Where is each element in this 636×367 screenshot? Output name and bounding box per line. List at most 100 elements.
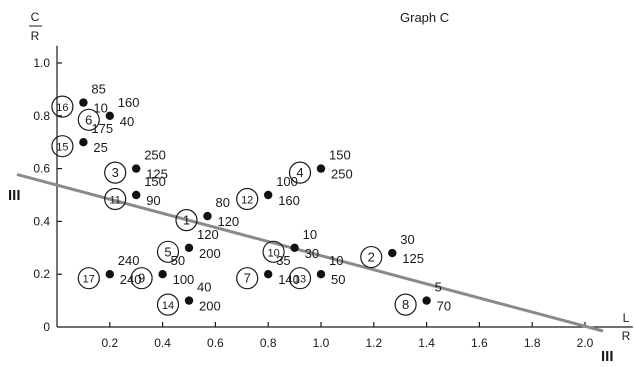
x-tick-label: 1.6 — [471, 336, 488, 350]
chart-title: Graph C — [400, 10, 449, 25]
data-point-14: 14 40 200 — [156, 280, 221, 316]
point-marker — [132, 164, 141, 173]
point-id-circle — [156, 293, 180, 316]
point-value-lower: 200 — [199, 246, 221, 261]
data-point-17: 17 240 240 — [77, 253, 142, 290]
point-value-lower: 30 — [305, 246, 319, 261]
point-id-circle — [236, 187, 259, 211]
point-value-lower: 120 — [217, 214, 239, 229]
point-id-label: 9 — [138, 271, 145, 286]
point-id-label: 2 — [368, 250, 375, 265]
point-value-lower: 90 — [146, 193, 160, 208]
data-point-5: 5 120 200 — [156, 227, 221, 263]
point-value-lower: 10 — [93, 101, 107, 116]
point-id-label: 13 — [294, 274, 306, 286]
point-marker — [264, 270, 273, 279]
point-id-circle — [156, 240, 180, 263]
point-marker — [316, 164, 326, 173]
point-value-upper: 175 — [91, 121, 113, 136]
point-value-upper: 160 — [118, 95, 140, 110]
point-id-label: 15 — [56, 142, 68, 154]
data-point-13: 13 10 50 — [288, 253, 345, 290]
point-marker — [184, 296, 194, 305]
point-value-lower: 160 — [278, 193, 300, 208]
point-id-circle — [262, 240, 285, 263]
point-value-upper: 35 — [276, 253, 290, 268]
point-marker — [290, 243, 299, 252]
data-point-8: 8 5 70 — [394, 280, 451, 316]
trend-line-label-left: III — [8, 187, 21, 204]
point-marker — [184, 243, 194, 252]
point-id-circle — [104, 187, 127, 211]
trend-line-group — [16, 172, 604, 333]
point-marker — [105, 111, 115, 121]
y-tick-label: 0.6 — [33, 162, 50, 176]
point-marker — [79, 98, 88, 107]
point-id-circle — [236, 267, 259, 290]
point-id-circle — [77, 108, 100, 131]
point-id-label: 14 — [162, 300, 174, 312]
point-id-circle — [51, 135, 74, 158]
point-id-label: 10 — [267, 247, 279, 259]
x-axis-label-denominator: R — [622, 329, 631, 343]
point-value-lower: 125 — [146, 167, 168, 182]
point-value-upper: 100 — [276, 174, 298, 189]
point-value-lower: 100 — [173, 272, 195, 287]
point-value-lower: 200 — [199, 299, 221, 314]
data-point-10: 10 10 30 — [262, 227, 319, 263]
point-value-upper: 40 — [197, 280, 211, 295]
trend-line-label-right: III — [601, 348, 614, 365]
point-id-circle — [175, 209, 198, 232]
x-axis-label-numerator: L — [623, 311, 630, 325]
point-id-circle — [288, 267, 312, 290]
x-tick-label: 0.6 — [207, 336, 224, 350]
point-value-upper: 5 — [435, 280, 442, 295]
point-value-upper: 150 — [329, 148, 351, 163]
point-value-lower: 125 — [402, 251, 424, 266]
point-marker — [316, 270, 326, 279]
x-tick-label: 1.8 — [524, 336, 541, 350]
point-value-upper: 80 — [215, 195, 229, 210]
point-id-circle — [130, 267, 153, 290]
point-id-circle — [104, 161, 127, 184]
x-tick-label: 2.0 — [577, 336, 594, 350]
x-tick-label: 1.4 — [418, 336, 435, 350]
data-point-16: 16 85 10 — [51, 82, 108, 118]
data-point-15: 15 175 25 — [51, 121, 113, 158]
point-value-upper: 30 — [400, 232, 414, 247]
trend-line — [16, 172, 604, 333]
point-marker — [105, 270, 115, 279]
x-tick-label: 1.2 — [365, 336, 382, 350]
point-value-upper: 85 — [91, 82, 105, 97]
x-tick-label: 1.0 — [313, 336, 330, 350]
point-value-upper: 240 — [118, 253, 140, 268]
point-value-upper: 10 — [329, 253, 343, 268]
point-value-upper: 250 — [144, 148, 166, 163]
point-id-label: 6 — [85, 112, 92, 127]
point-id-label: 16 — [56, 102, 68, 114]
y-tick-label: 0 — [43, 320, 50, 334]
data-point-11: 11 150 90 — [104, 174, 166, 211]
point-value-lower: 70 — [437, 299, 451, 314]
point-value-lower: 40 — [120, 114, 134, 129]
point-id-circle — [51, 95, 74, 118]
point-value-upper: 10 — [303, 227, 317, 242]
point-value-lower: 250 — [331, 167, 353, 182]
y-axis-label-denominator: R — [31, 29, 40, 43]
point-marker — [388, 248, 397, 258]
point-id-label: 12 — [241, 195, 253, 207]
data-point-2: 2 30 125 — [360, 232, 424, 269]
axes: 0 0.2 0.4 0.6 0.8 1.0 0.2 0.4 0.6 0.8 1.0 1.2 1.4 1.6… — [33, 45, 633, 350]
y-tick-label: 0.2 — [33, 267, 50, 281]
point-marker — [158, 270, 167, 279]
point-value-lower: 50 — [331, 272, 345, 287]
point-marker — [422, 296, 431, 305]
y-tick-label: 0.4 — [33, 214, 50, 228]
point-id-circle — [360, 245, 383, 269]
point-marker — [203, 211, 212, 221]
data-point-1: 1 80 120 — [175, 195, 239, 232]
point-id-label: 3 — [112, 165, 119, 180]
point-marker — [132, 190, 141, 200]
point-id-label: 1 — [183, 213, 190, 228]
